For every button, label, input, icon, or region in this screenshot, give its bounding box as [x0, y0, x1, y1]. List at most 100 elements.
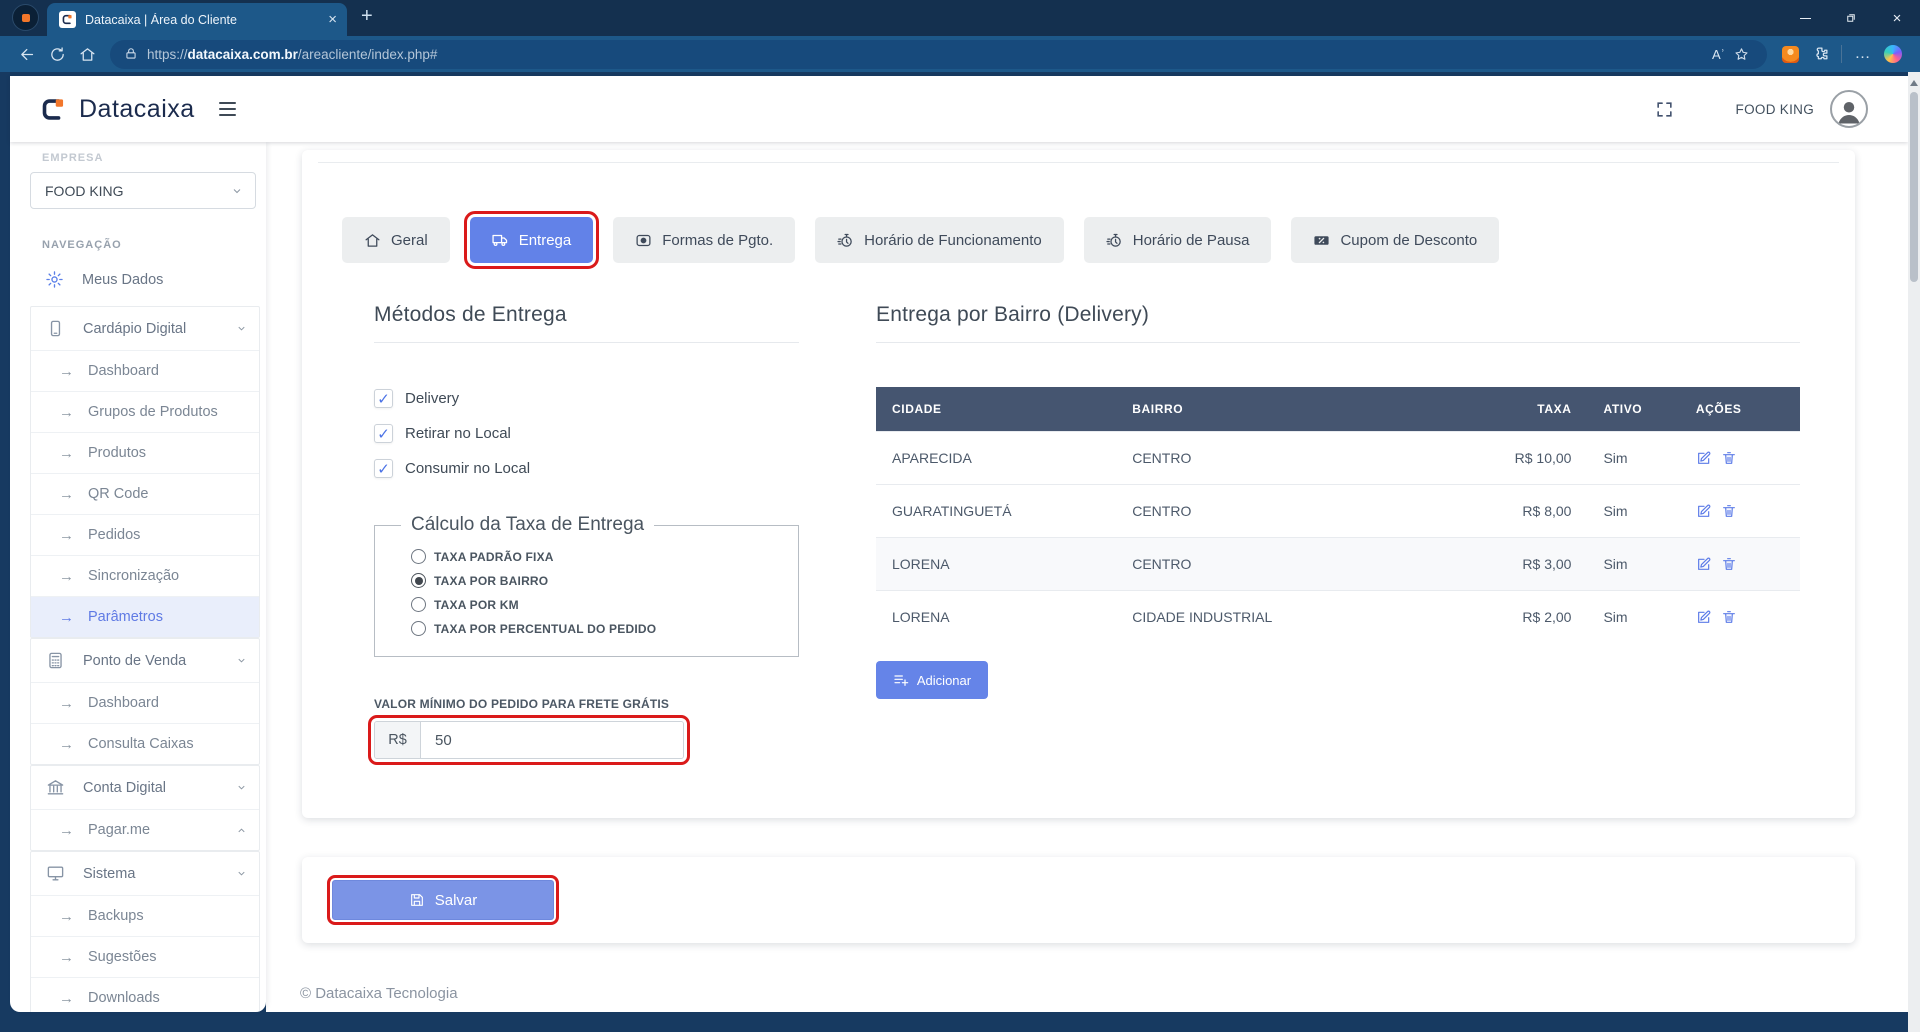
sidebar-subitem-label: Dashboard: [88, 363, 159, 379]
min-order-input[interactable]: [421, 722, 683, 758]
radio-taxa-por-bairro[interactable]: TAXA POR BAIRRO: [411, 573, 798, 588]
sidebar-item-ponto-de-venda[interactable]: Ponto de Venda: [31, 639, 259, 682]
browser-profile-button[interactable]: [12, 4, 39, 31]
sidebar-item-pdv-dashboard[interactable]: → Dashboard: [31, 682, 259, 723]
neighborhood-table: CIDADE BAIRRO TAXA ATIVO AÇÕES APARECIDA…: [876, 387, 1800, 643]
radio-unselected-icon[interactable]: [411, 549, 426, 564]
checkbox-checked-icon[interactable]: ✓: [374, 459, 393, 478]
tab-formas-de-pgto[interactable]: Formas de Pgto.: [613, 217, 796, 263]
edit-icon[interactable]: [1696, 556, 1712, 572]
checkbox-row-delivery[interactable]: ✓ Delivery: [374, 381, 799, 416]
checkbox-row-retirar[interactable]: ✓ Retirar no Local: [374, 416, 799, 451]
col-header-ativo: ATIVO: [1587, 387, 1680, 432]
trash-icon[interactable]: [1721, 556, 1737, 572]
edit-icon[interactable]: [1696, 450, 1712, 466]
sidebar-item-downloads[interactable]: → Downloads: [31, 977, 259, 1012]
tab-close-icon[interactable]: ×: [328, 11, 337, 28]
menu-hamburger-icon[interactable]: [218, 102, 236, 116]
sidebar-item-sistema[interactable]: Sistema: [31, 852, 259, 895]
tab-horario-de-funcionamento[interactable]: Horário de Funcionamento: [815, 217, 1064, 263]
checkbox-checked-icon[interactable]: ✓: [374, 424, 393, 443]
edit-icon[interactable]: [1696, 503, 1712, 519]
trash-icon[interactable]: [1721, 503, 1737, 519]
sidebar-item-sugestoes[interactable]: → Sugestões: [31, 936, 259, 977]
radio-selected-icon[interactable]: [411, 573, 426, 588]
url-text: https://datacaixa.com.br/areacliente/ind…: [147, 47, 1703, 62]
chevron-down-icon: [236, 868, 247, 879]
cell-taxa: R$ 10,00: [1458, 431, 1588, 485]
card-top-divider: [318, 162, 1839, 163]
sidebar-group-ponto-de-venda: Ponto de Venda → Dashboard → Consulta Caix…: [30, 638, 260, 765]
radio-taxa-por-km[interactable]: TAXA POR KM: [411, 597, 798, 612]
add-neighborhood-button[interactable]: Adicionar: [876, 661, 988, 699]
sidebar-item-grupos-de-produtos[interactable]: → Grupos de Produtos: [31, 391, 259, 432]
back-icon[interactable]: [12, 39, 42, 69]
sidebar-item-cardapio-digital[interactable]: Cardápio Digital: [31, 307, 259, 350]
cell-bairro: CENTRO: [1116, 484, 1459, 538]
sidebar-company-label: EMPRESA: [42, 152, 104, 164]
close-button[interactable]: ×: [1892, 9, 1902, 27]
tab-entrega[interactable]: Entrega: [463, 211, 600, 269]
min-order-input-group: R$: [368, 715, 690, 765]
sidebar-item-sincronizacao[interactable]: → Sincronização: [31, 555, 259, 596]
minimize-button[interactable]: [1782, 0, 1828, 36]
restore-button[interactable]: [1828, 0, 1874, 36]
browser-tab-strip: Datacaixa | Área do Cliente × + ×: [0, 0, 1920, 36]
sidebar-item-produtos[interactable]: → Produtos: [31, 432, 259, 473]
checkbox-checked-icon[interactable]: ✓: [374, 389, 393, 408]
edit-icon[interactable]: [1696, 609, 1712, 625]
home-icon[interactable]: [72, 39, 102, 69]
sidebar-item-conta-digital[interactable]: Conta Digital: [31, 766, 259, 809]
favorites-star-icon[interactable]: [1729, 39, 1753, 69]
sidebar-item-meus-dados[interactable]: Meus Dados: [10, 259, 266, 300]
scrollbar-up-arrow[interactable]: [1910, 80, 1918, 86]
browser-tab[interactable]: Datacaixa | Área do Cliente ×: [47, 3, 347, 36]
extension-orange-icon[interactable]: [1775, 39, 1805, 69]
sidebar-item-consulta-caixas[interactable]: → Consulta Caixas: [31, 723, 259, 764]
sidebar-item-dashboard[interactable]: → Dashboard: [31, 350, 259, 391]
new-tab-button[interactable]: +: [361, 5, 373, 27]
save-card: Salvar: [302, 857, 1855, 943]
trash-icon[interactable]: [1721, 450, 1737, 466]
company-select[interactable]: FOOD KING: [30, 172, 256, 209]
sidebar-item-backups[interactable]: → Backups: [31, 895, 259, 936]
lock-icon: [126, 48, 136, 59]
radio-taxa-percentual[interactable]: TAXA POR PERCENTUAL DO PEDIDO: [411, 621, 798, 636]
sidebar-item-pedidos[interactable]: → Pedidos: [31, 514, 259, 555]
fieldset-legend: Cálculo da Taxa de Entrega: [411, 514, 645, 535]
chevron-down-icon: [236, 323, 247, 334]
save-button[interactable]: Salvar: [327, 875, 559, 925]
stopwatch-icon: [837, 233, 852, 247]
copilot-icon[interactable]: [1878, 39, 1908, 69]
tab-cupom-de-desconto[interactable]: Cupom de Desconto: [1291, 217, 1500, 263]
discount-coupon-icon: [1314, 235, 1330, 245]
extensions-puzzle-icon[interactable]: [1805, 39, 1835, 69]
radio-unselected-icon[interactable]: [411, 621, 426, 636]
sidebar-item-parametros[interactable]: → Parâmetros: [31, 596, 259, 637]
more-menu-icon[interactable]: …: [1854, 45, 1872, 62]
address-bar[interactable]: https://datacaixa.com.br/areacliente/ind…: [110, 39, 1767, 69]
fullscreen-icon[interactable]: [1655, 100, 1674, 119]
currency-prefix: R$: [375, 722, 421, 758]
sidebar-item-qr-code[interactable]: → QR Code: [31, 473, 259, 514]
sidebar-subitem-label: Pagar.me: [88, 822, 151, 838]
scrollbar-thumb[interactable]: [1910, 92, 1918, 282]
smartphone-icon: [45, 319, 65, 339]
min-order-label: VALOR MÍNIMO DO PEDIDO PARA FRETE GRÁTIS: [374, 697, 670, 711]
refresh-icon[interactable]: [42, 39, 72, 69]
page-scrollbar[interactable]: [1908, 72, 1920, 1032]
stopwatch-icon: [1106, 233, 1121, 247]
sidebar-subitem-label: Backups: [88, 908, 144, 924]
radio-taxa-padrao-fixa[interactable]: TAXA PADRÃO FIXA: [411, 549, 798, 564]
tab-geral[interactable]: Geral: [342, 217, 450, 263]
radio-unselected-icon[interactable]: [411, 597, 426, 612]
cell-cidade: GUARATINGUETÁ: [876, 484, 1117, 538]
trash-icon[interactable]: [1721, 609, 1737, 625]
checkbox-row-consumir[interactable]: ✓ Consumir no Local: [374, 451, 799, 486]
header-user-name[interactable]: FOOD KING: [1735, 101, 1814, 117]
browser-toolbar: https://datacaixa.com.br/areacliente/ind…: [0, 36, 1920, 72]
tab-horario-de-pausa[interactable]: Horário de Pausa: [1083, 217, 1272, 263]
sidebar-item-pagar-me[interactable]: → Pagar.me: [31, 809, 259, 850]
user-avatar[interactable]: [1830, 90, 1868, 128]
read-aloud-icon[interactable]: Aʾ: [1712, 46, 1725, 62]
